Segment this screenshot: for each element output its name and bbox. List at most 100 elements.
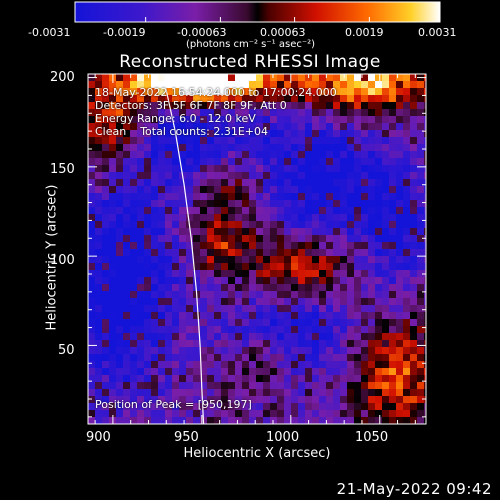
heatmap-pixel: [410, 396, 417, 403]
heatmap-pixel: [382, 354, 389, 361]
heatmap-pixel: [242, 74, 249, 81]
heatmap-pixel: [95, 375, 102, 382]
heatmap-pixel: [277, 263, 284, 270]
heatmap-pixel: [319, 396, 326, 403]
heatmap-pixel: [417, 221, 424, 228]
heatmap-pixel: [256, 172, 263, 179]
heatmap-pixel: [375, 200, 382, 207]
heatmap-pixel: [291, 347, 298, 354]
heatmap-pixel: [200, 340, 207, 347]
heatmap-pixel: [319, 130, 326, 137]
heatmap-pixel: [158, 249, 165, 256]
heatmap-pixel: [200, 298, 207, 305]
heatmap-pixel: [277, 235, 284, 242]
heatmap-pixel: [347, 172, 354, 179]
heatmap-pixel: [326, 144, 333, 151]
heatmap-pixel: [172, 151, 179, 158]
heatmap-pixel: [151, 277, 158, 284]
heatmap-pixel: [291, 277, 298, 284]
heatmap-pixel: [270, 221, 277, 228]
heatmap-pixel: [361, 81, 368, 88]
heatmap-pixel: [417, 298, 424, 305]
heatmap-pixel: [277, 200, 284, 207]
heatmap-pixel: [340, 123, 347, 130]
heatmap-pixel: [291, 263, 298, 270]
heatmap-pixel: [403, 95, 410, 102]
heatmap-pixel: [151, 347, 158, 354]
heatmap-pixel: [95, 186, 102, 193]
heatmap-pixel: [403, 347, 410, 354]
heatmap-pixel: [95, 270, 102, 277]
heatmap-pixel: [410, 375, 417, 382]
heatmap-pixel: [291, 130, 298, 137]
heatmap-pixel: [242, 263, 249, 270]
heatmap-pixel: [123, 249, 130, 256]
heatmap-pixel: [298, 347, 305, 354]
heatmap-pixel: [102, 319, 109, 326]
heatmap-pixel: [151, 382, 158, 389]
heatmap-pixel: [186, 235, 193, 242]
heatmap-pixel: [95, 116, 102, 123]
heatmap-pixel: [417, 88, 424, 95]
heatmap-pixel: [207, 340, 214, 347]
heatmap-pixel: [228, 354, 235, 361]
heatmap-pixel: [298, 95, 305, 102]
heatmap-pixel: [123, 235, 130, 242]
heatmap-pixel: [340, 116, 347, 123]
heatmap-pixel: [137, 305, 144, 312]
heatmap-pixel: [368, 123, 375, 130]
heatmap-pixel: [312, 347, 319, 354]
heatmap-pixel: [88, 137, 95, 144]
heatmap-pixel: [95, 417, 102, 424]
heatmap-pixel: [228, 291, 235, 298]
heatmap-pixel: [305, 137, 312, 144]
heatmap-pixel: [235, 417, 242, 424]
heatmap-pixel: [144, 151, 151, 158]
heatmap-pixel: [368, 263, 375, 270]
heatmap-pixel: [263, 263, 270, 270]
heatmap-pixel: [389, 228, 396, 235]
heatmap-pixel: [165, 396, 172, 403]
heatmap-pixel: [312, 403, 319, 410]
colorbar-tick-label: 0.0019: [345, 26, 384, 39]
heatmap-pixel: [375, 158, 382, 165]
heatmap-pixel: [186, 347, 193, 354]
heatmap-pixel: [347, 200, 354, 207]
heatmap-pixel: [179, 151, 186, 158]
heatmap-pixel: [256, 200, 263, 207]
heatmap-pixel: [158, 137, 165, 144]
heatmap-pixel: [186, 116, 193, 123]
heatmap-pixel: [207, 193, 214, 200]
heatmap-pixel: [88, 151, 95, 158]
heatmap-pixel: [109, 179, 116, 186]
heatmap-pixel: [109, 144, 116, 151]
heatmap-pixel: [424, 81, 426, 88]
heatmap-pixel: [235, 375, 242, 382]
heatmap-pixel: [368, 396, 375, 403]
heatmap-pixel: [298, 382, 305, 389]
heatmap-pixel: [235, 172, 242, 179]
heatmap-pixel: [375, 382, 382, 389]
heatmap-pixel: [298, 403, 305, 410]
heatmap-pixel: [305, 284, 312, 291]
heatmap-pixel: [424, 158, 426, 165]
heatmap-pixel: [158, 312, 165, 319]
heatmap-pixel: [137, 200, 144, 207]
heatmap-pixel: [102, 284, 109, 291]
heatmap-pixel: [284, 319, 291, 326]
heatmap-pixel: [417, 130, 424, 137]
heatmap-pixel: [116, 410, 123, 417]
heatmap-pixel: [270, 319, 277, 326]
heatmap-pixel: [333, 270, 340, 277]
heatmap-pixel: [193, 312, 200, 319]
heatmap-pixel: [193, 361, 200, 368]
heatmap-pixel: [144, 242, 151, 249]
heatmap-pixel: [242, 242, 249, 249]
heatmap-pixel: [102, 382, 109, 389]
heatmap-pixel: [361, 74, 368, 81]
heatmap-pixel: [235, 88, 242, 95]
heatmap-pixel: [403, 207, 410, 214]
heatmap-pixel: [172, 214, 179, 221]
heatmap-pixel: [144, 291, 151, 298]
heatmap-pixel: [249, 389, 256, 396]
